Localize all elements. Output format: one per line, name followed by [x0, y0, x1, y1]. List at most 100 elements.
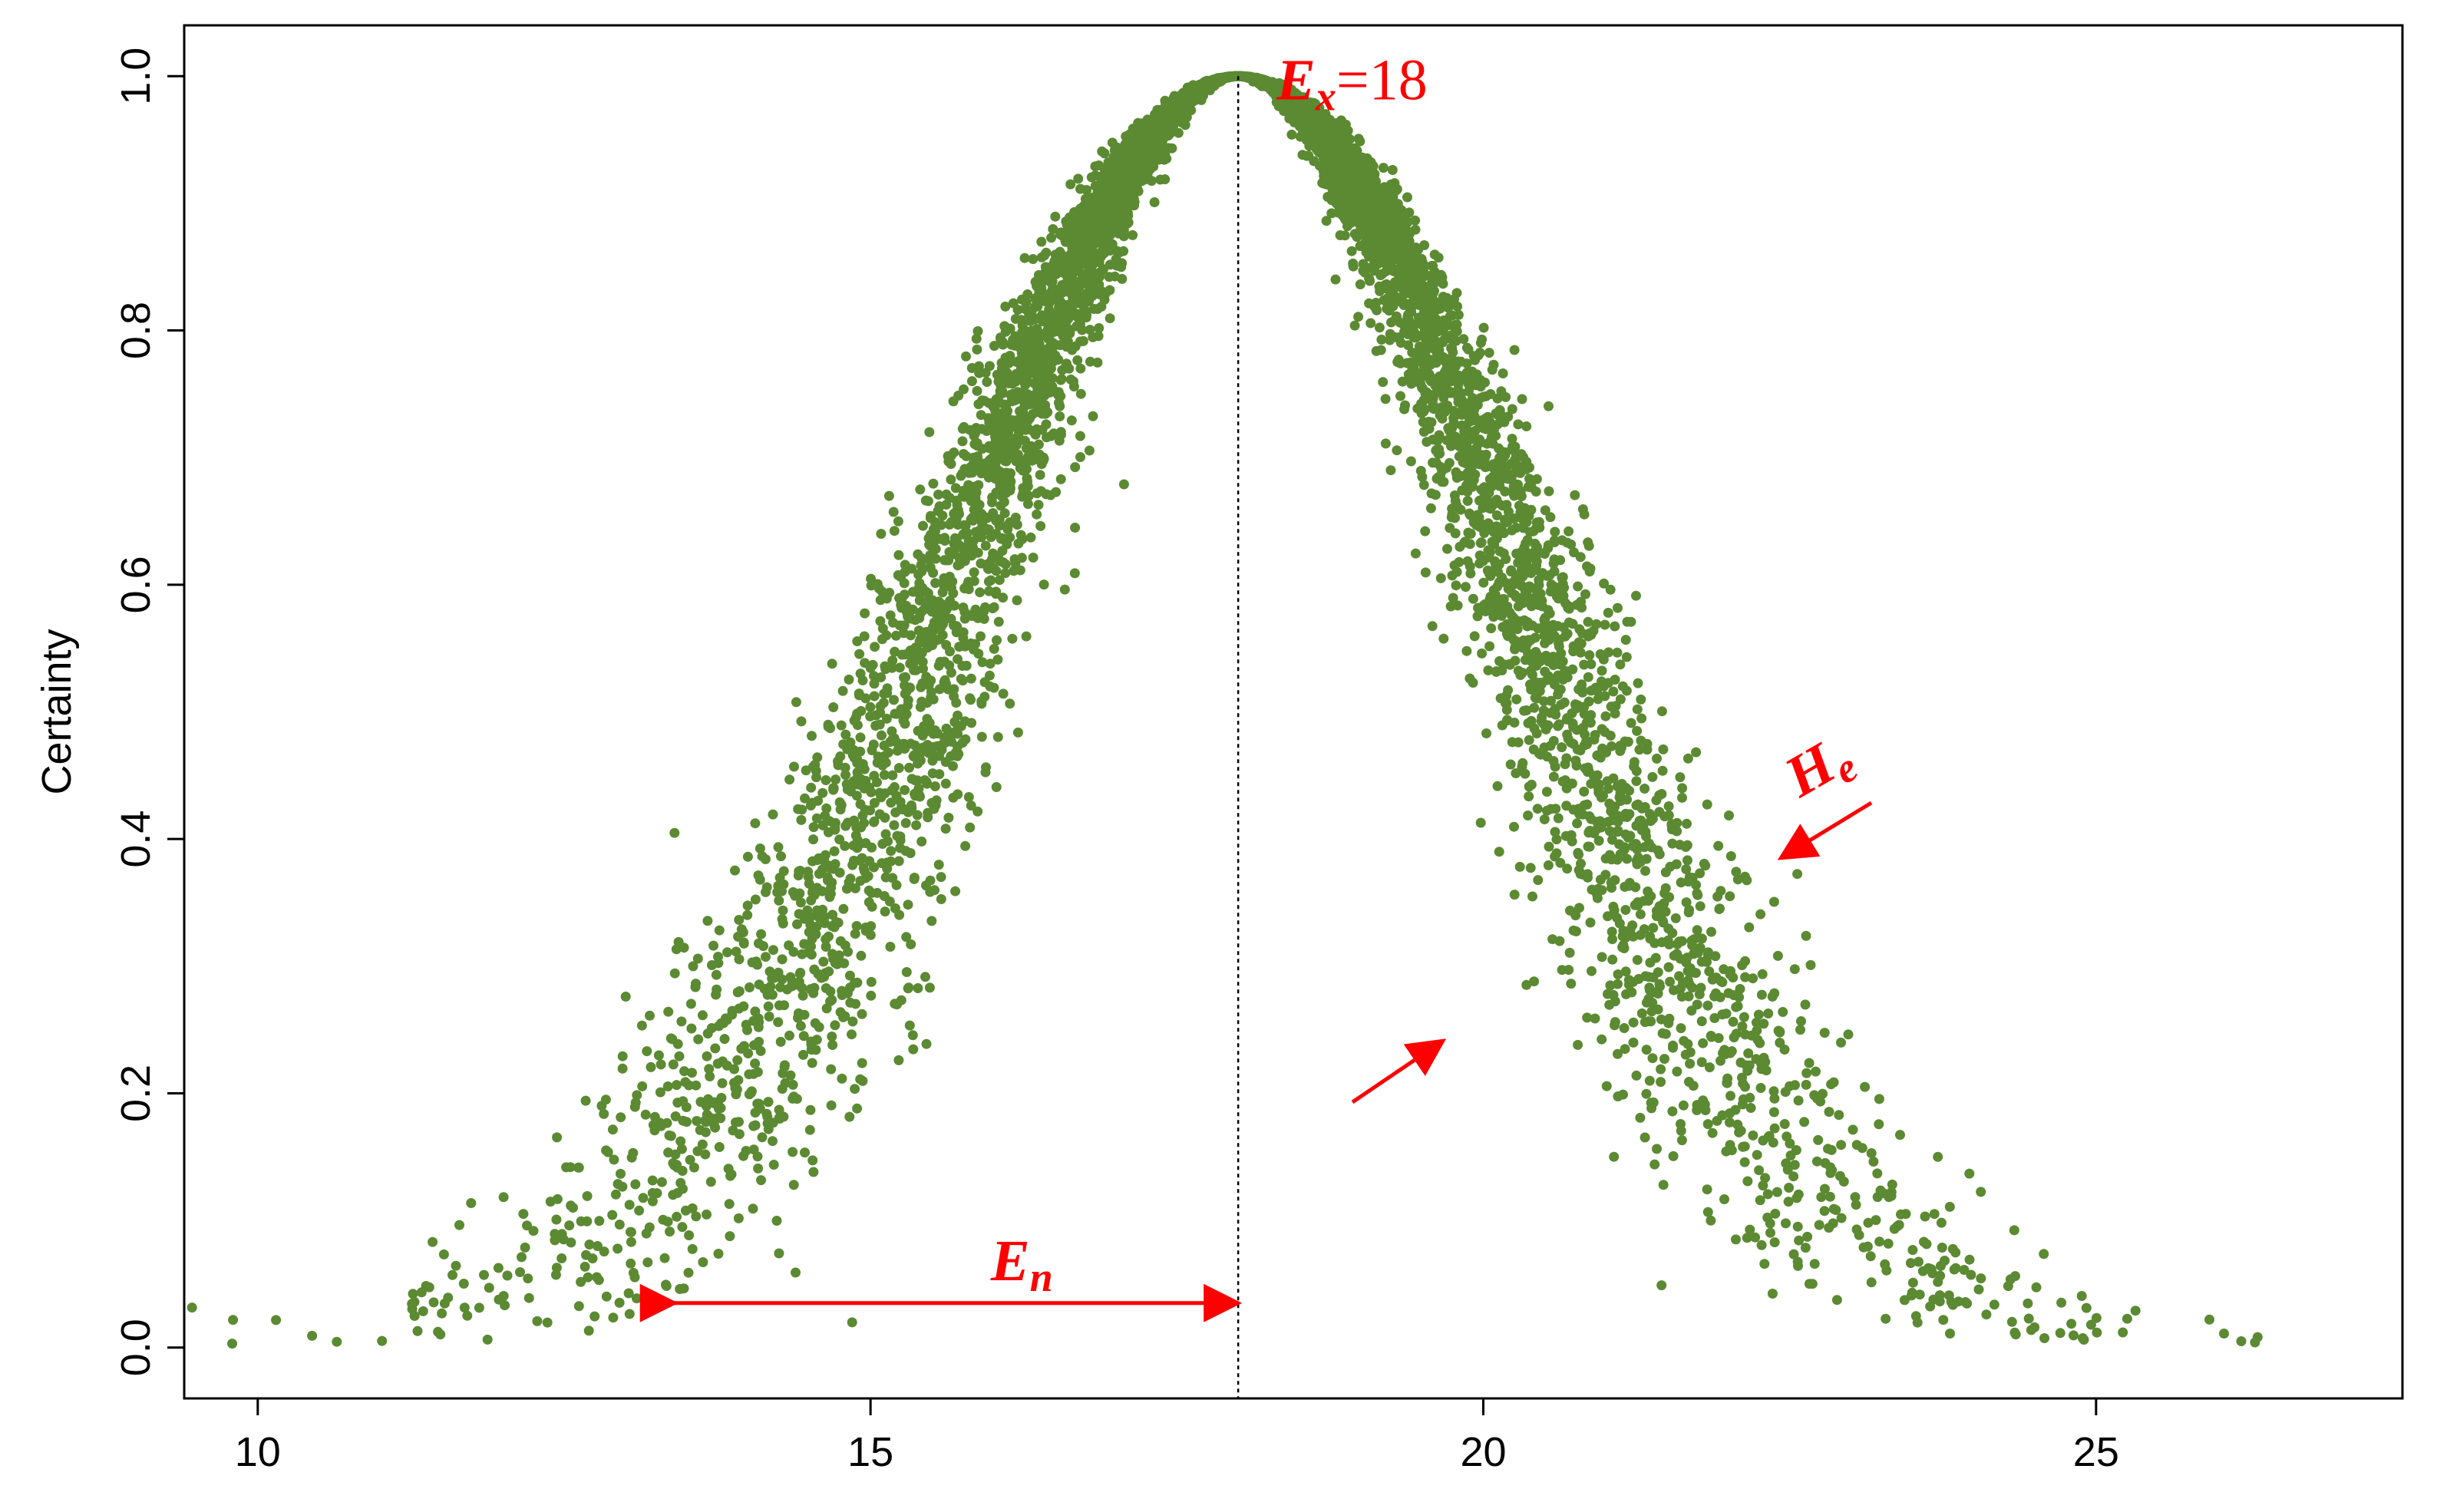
data-point [1836, 1037, 1846, 1048]
data-point [1719, 1194, 1729, 1204]
data-point [1789, 1160, 1800, 1170]
data-point [972, 326, 983, 336]
data-point [1610, 996, 1620, 1007]
data-point [900, 718, 910, 729]
data-point [1462, 556, 1473, 566]
data-point [1605, 584, 1616, 595]
data-point [797, 990, 808, 1001]
data-point [953, 626, 963, 636]
data-point [1976, 1187, 1986, 1197]
data-point [1349, 320, 1360, 331]
data-point [1785, 1081, 1795, 1091]
data-point [2006, 1316, 2017, 1327]
data-point [1539, 742, 1550, 753]
data-point [1654, 849, 1665, 860]
data-point [2039, 1333, 2049, 1343]
data-point [1088, 332, 1098, 342]
data-point [837, 985, 847, 996]
data-point [827, 659, 837, 669]
data-point [918, 520, 928, 531]
data-point [532, 1316, 543, 1326]
data-point [691, 1080, 702, 1091]
data-point [1574, 624, 1585, 635]
data-point [1580, 589, 1590, 599]
data-point [1474, 348, 1485, 358]
data-point [941, 489, 952, 500]
data-point [2092, 1327, 2102, 1338]
data-point [833, 756, 843, 767]
data-point [632, 1090, 642, 1101]
data-point [1543, 720, 1554, 731]
data-point [930, 578, 941, 589]
data-point [949, 691, 959, 702]
data-point [1636, 713, 1647, 724]
data-point [888, 507, 899, 517]
data-point [748, 1203, 758, 1214]
data-point [662, 1117, 672, 1128]
data-point [1395, 391, 1405, 401]
data-point [1085, 325, 1095, 335]
data-point [1791, 1145, 1801, 1155]
data-point [742, 910, 753, 920]
data-point [1593, 694, 1603, 705]
data-point [1613, 825, 1623, 836]
data-point [1579, 786, 1590, 797]
data-point [1702, 1000, 1713, 1011]
data-point [1799, 1117, 1810, 1127]
data-point [804, 1124, 815, 1135]
data-point [1721, 1009, 1732, 1019]
data-point [1905, 1258, 1916, 1269]
data-point [972, 547, 983, 558]
data-point [2076, 1291, 2087, 1301]
data-point [1604, 826, 1615, 837]
data-point [679, 1066, 689, 1077]
data-point [731, 946, 741, 957]
data-point [1755, 1195, 1765, 1206]
data-point [1843, 1029, 1854, 1040]
data-point [940, 824, 951, 834]
data-point [447, 1269, 457, 1280]
data-point [716, 1092, 727, 1103]
data-point [827, 995, 837, 1005]
data-point [1633, 678, 1643, 688]
data-point [754, 938, 764, 949]
data-point [1755, 909, 1766, 919]
data-point [607, 1210, 618, 1220]
data-point [1450, 528, 1461, 539]
data-point [750, 1108, 761, 1118]
data-point [837, 685, 848, 696]
data-point [1050, 211, 1061, 222]
data-point [864, 885, 874, 896]
data-point [795, 897, 806, 908]
data-point [1656, 1064, 1666, 1075]
data-point [1937, 1243, 1947, 1253]
data-point [1430, 490, 1441, 500]
data-point [775, 982, 786, 992]
data-point [454, 1220, 464, 1230]
data-point [1593, 835, 1604, 846]
data-point [958, 602, 969, 612]
data-point [1603, 647, 1614, 658]
data-point [925, 886, 936, 897]
data-point [1456, 409, 1467, 420]
data-point [1646, 1103, 1657, 1114]
data-point [1887, 1179, 1897, 1190]
data-point [1498, 368, 1508, 378]
data-point [409, 1311, 420, 1321]
data-point [800, 793, 810, 804]
data-point [462, 1310, 473, 1321]
data-point [1735, 1125, 1746, 1136]
data-point [1685, 1047, 1696, 1058]
data-point [855, 732, 866, 743]
data-point [1768, 1107, 1779, 1117]
data-point [1033, 500, 1044, 510]
data-point [1874, 1094, 1884, 1104]
data-point [1008, 298, 1019, 309]
data-point [1035, 520, 1046, 531]
data-point [332, 1336, 342, 1347]
data-point [776, 851, 786, 862]
data-point [564, 1220, 575, 1231]
data-point [1836, 1140, 1847, 1151]
data-point [784, 1030, 794, 1041]
data-point [1907, 1277, 1918, 1288]
